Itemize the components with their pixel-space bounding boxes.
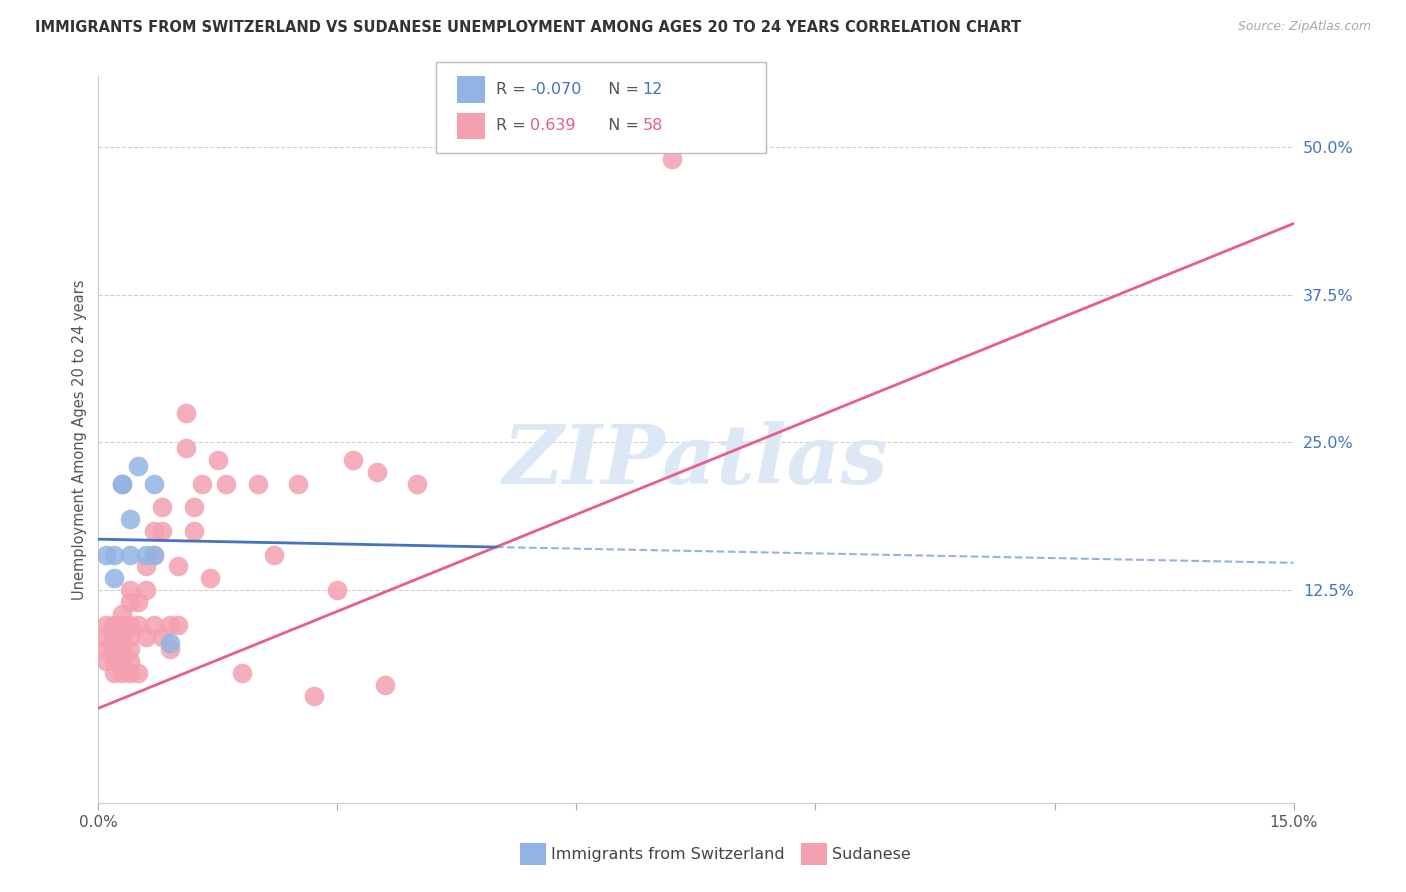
Point	[127, 458, 149, 473]
Point	[103, 630, 125, 644]
Point	[207, 453, 229, 467]
Point	[120, 618, 142, 632]
Point	[111, 654, 134, 668]
Point	[120, 512, 142, 526]
Point	[111, 630, 134, 644]
Point	[103, 571, 125, 585]
Point	[120, 582, 142, 597]
Point	[167, 559, 190, 574]
Point	[103, 642, 125, 657]
Point	[135, 582, 157, 597]
Point	[135, 548, 157, 562]
Point	[174, 441, 197, 455]
Point	[143, 618, 166, 632]
Point	[159, 642, 181, 657]
Point	[231, 665, 253, 680]
Point	[127, 595, 149, 609]
Point	[174, 406, 197, 420]
Point	[366, 465, 388, 479]
Point	[120, 654, 142, 668]
Point	[263, 548, 285, 562]
Point	[198, 571, 221, 585]
Text: 58: 58	[643, 119, 662, 134]
Point	[96, 548, 118, 562]
Point	[143, 524, 166, 538]
Point	[342, 453, 364, 467]
Point	[159, 618, 181, 632]
Point	[111, 618, 134, 632]
Point	[103, 618, 125, 632]
Point	[150, 500, 173, 515]
Point	[127, 618, 149, 632]
Point	[111, 607, 134, 621]
Point	[96, 618, 118, 632]
Point	[183, 500, 205, 515]
Text: 0.639: 0.639	[530, 119, 575, 134]
Point	[246, 476, 269, 491]
Point	[120, 665, 142, 680]
Point	[103, 548, 125, 562]
Point	[143, 476, 166, 491]
Text: 12: 12	[643, 82, 662, 97]
Point	[191, 476, 214, 491]
Text: R =: R =	[496, 119, 536, 134]
Y-axis label: Unemployment Among Ages 20 to 24 years: Unemployment Among Ages 20 to 24 years	[72, 279, 87, 599]
Text: ZIPatlas: ZIPatlas	[503, 421, 889, 501]
Text: IMMIGRANTS FROM SWITZERLAND VS SUDANESE UNEMPLOYMENT AMONG AGES 20 TO 24 YEARS C: IMMIGRANTS FROM SWITZERLAND VS SUDANESE …	[35, 20, 1021, 35]
Point	[111, 476, 134, 491]
Point	[135, 559, 157, 574]
Point	[302, 690, 325, 704]
Point	[111, 642, 134, 657]
Point	[183, 524, 205, 538]
Point	[120, 630, 142, 644]
Text: R =: R =	[496, 82, 531, 97]
Text: Sudanese: Sudanese	[832, 847, 911, 862]
Point	[120, 642, 142, 657]
Point	[143, 548, 166, 562]
Text: N =: N =	[598, 82, 644, 97]
Point	[111, 665, 134, 680]
Point	[111, 476, 134, 491]
Point	[167, 618, 190, 632]
Point	[120, 595, 142, 609]
Point	[150, 630, 173, 644]
Point	[120, 548, 142, 562]
Text: N =: N =	[598, 119, 644, 134]
Point	[374, 677, 396, 691]
Point	[96, 654, 118, 668]
Point	[406, 476, 429, 491]
Text: Source: ZipAtlas.com: Source: ZipAtlas.com	[1237, 20, 1371, 33]
Point	[103, 654, 125, 668]
Point	[326, 582, 349, 597]
Point	[159, 636, 181, 650]
Point	[103, 642, 125, 657]
Point	[96, 642, 118, 657]
Point	[96, 630, 118, 644]
Point	[661, 152, 683, 166]
Point	[215, 476, 238, 491]
Point	[287, 476, 309, 491]
Text: -0.070: -0.070	[530, 82, 582, 97]
Point	[143, 548, 166, 562]
Text: Immigrants from Switzerland: Immigrants from Switzerland	[551, 847, 785, 862]
Point	[150, 524, 173, 538]
Point	[127, 665, 149, 680]
Point	[103, 665, 125, 680]
Point	[135, 630, 157, 644]
